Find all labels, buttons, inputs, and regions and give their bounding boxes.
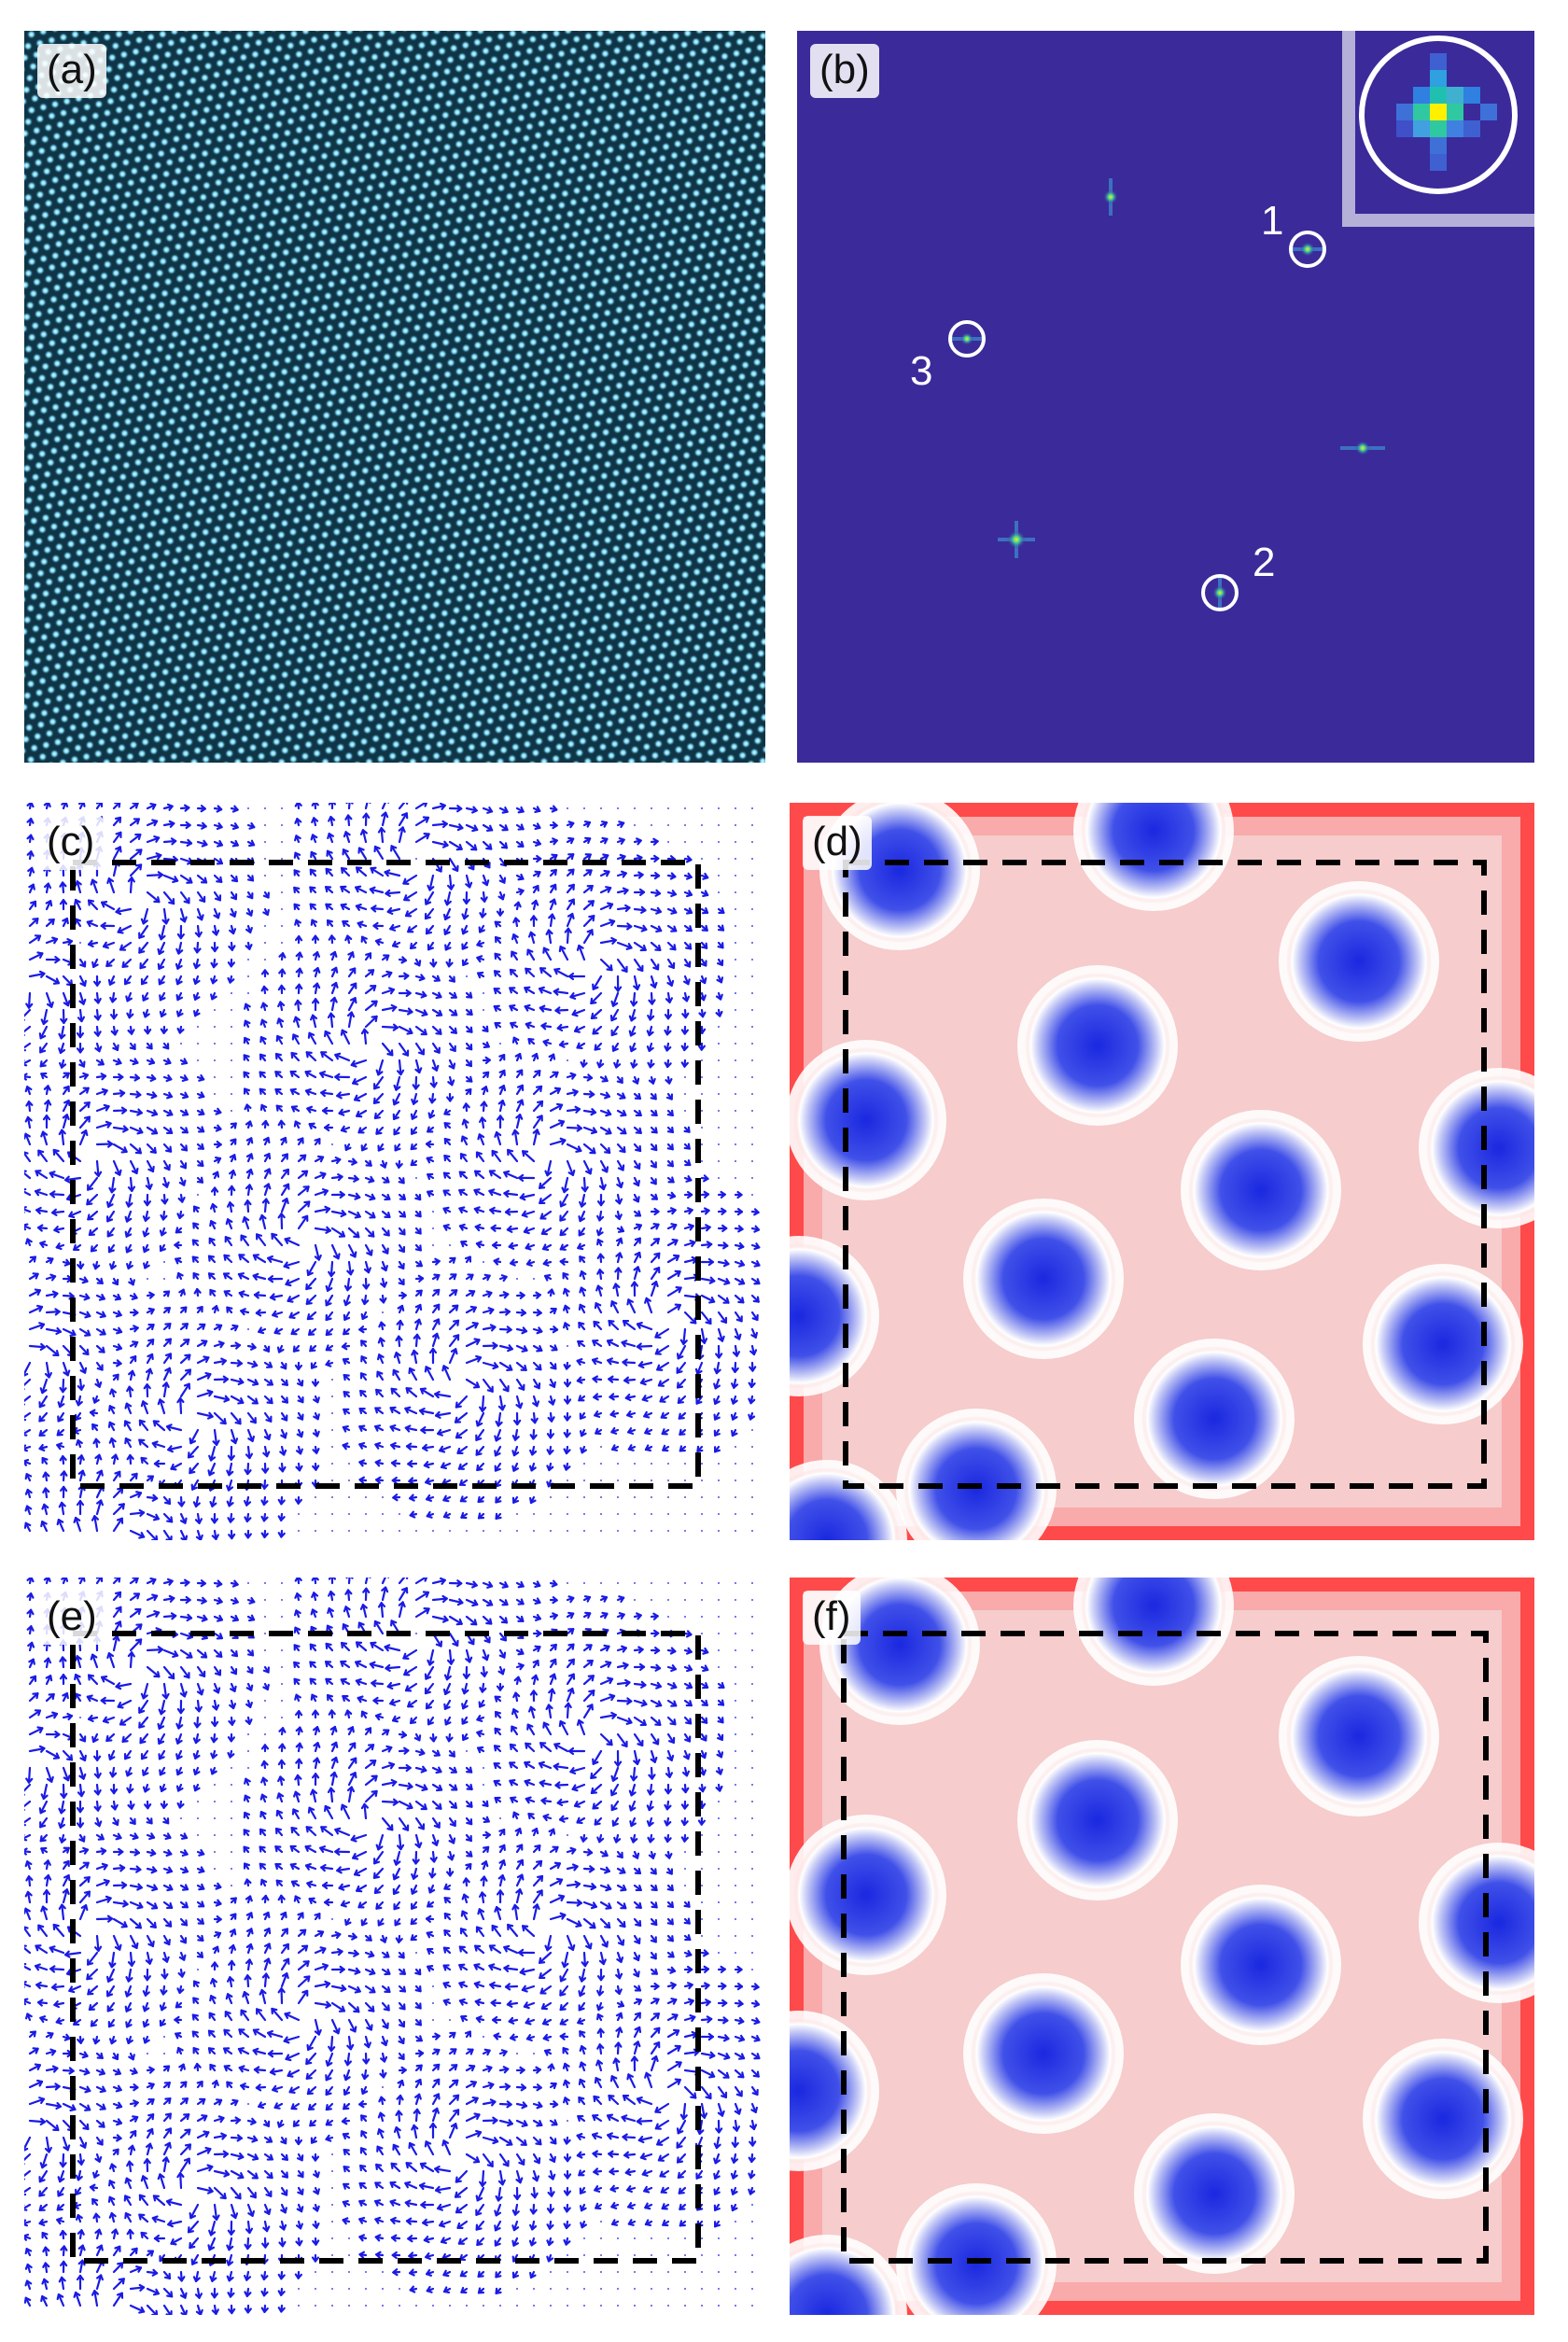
panel-a-lattice: (a) [24, 31, 765, 763]
panel-f-density-map: (f) [790, 1578, 1534, 2315]
panel-label-a: (a) [37, 44, 106, 98]
panel-label-f: (f) [803, 1591, 861, 1645]
inset-pixels [1396, 53, 1497, 171]
fft-peak [1289, 242, 1326, 257]
panel-label-d: (d) [803, 816, 872, 870]
fft-peaks [950, 178, 1385, 610]
panel-b-fft: (b) 1 2 3 [797, 31, 1534, 763]
vector-field-plot [24, 803, 765, 1540]
lattice-image [24, 31, 765, 763]
fft-peak [1340, 441, 1385, 456]
panel-d-density-map: (d) [790, 803, 1534, 1540]
density-map-plot [790, 803, 1534, 1540]
inset-circle [1359, 35, 1518, 194]
panel-label-c: (c) [37, 816, 105, 870]
fft-image [797, 31, 1534, 763]
vector-field-plot [24, 1578, 765, 2315]
peak-circle-2 [1201, 574, 1239, 611]
peak-label-2: 2 [1253, 540, 1276, 585]
fft-peak [1103, 178, 1118, 216]
peak-label-3: 3 [910, 348, 933, 394]
panel-label-b: (b) [810, 44, 879, 98]
panel-label-e: (e) [37, 1591, 106, 1645]
peak-circle-3 [948, 320, 986, 358]
peak-label-1: 1 [1261, 198, 1284, 244]
peak-circle-1 [1289, 231, 1326, 268]
fft-peak [1212, 576, 1227, 610]
fft-inset [1342, 31, 1534, 227]
panel-e-vector-field: (e) [24, 1578, 765, 2315]
density-map-plot [790, 1578, 1534, 2315]
fft-peak [950, 332, 984, 345]
fft-peak [998, 521, 1035, 558]
panel-c-vector-field: (c) [24, 803, 765, 1540]
peak-circles [948, 231, 1326, 611]
